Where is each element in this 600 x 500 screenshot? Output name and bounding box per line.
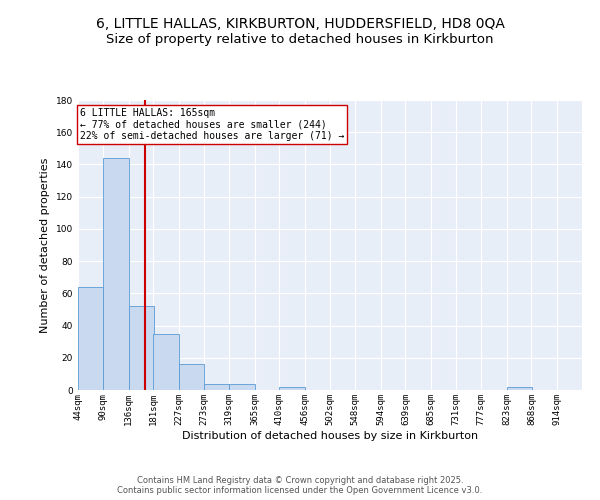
- Y-axis label: Number of detached properties: Number of detached properties: [40, 158, 50, 332]
- X-axis label: Distribution of detached houses by size in Kirkburton: Distribution of detached houses by size …: [182, 430, 478, 440]
- Bar: [154, 334, 179, 390]
- Bar: [506, 387, 532, 390]
- Text: Contains HM Land Registry data © Crown copyright and database right 2025.
Contai: Contains HM Land Registry data © Crown c…: [118, 476, 482, 495]
- Bar: [280, 387, 305, 390]
- Bar: [229, 384, 254, 390]
- Bar: [179, 364, 204, 390]
- Text: 6 LITTLE HALLAS: 165sqm
← 77% of detached houses are smaller (244)
22% of semi-d: 6 LITTLE HALLAS: 165sqm ← 77% of detache…: [80, 108, 344, 142]
- Bar: [78, 287, 103, 390]
- Bar: [103, 158, 128, 390]
- Text: Size of property relative to detached houses in Kirkburton: Size of property relative to detached ho…: [106, 32, 494, 46]
- Text: 6, LITTLE HALLAS, KIRKBURTON, HUDDERSFIELD, HD8 0QA: 6, LITTLE HALLAS, KIRKBURTON, HUDDERSFIE…: [95, 18, 505, 32]
- Bar: [204, 384, 229, 390]
- Bar: [128, 306, 154, 390]
